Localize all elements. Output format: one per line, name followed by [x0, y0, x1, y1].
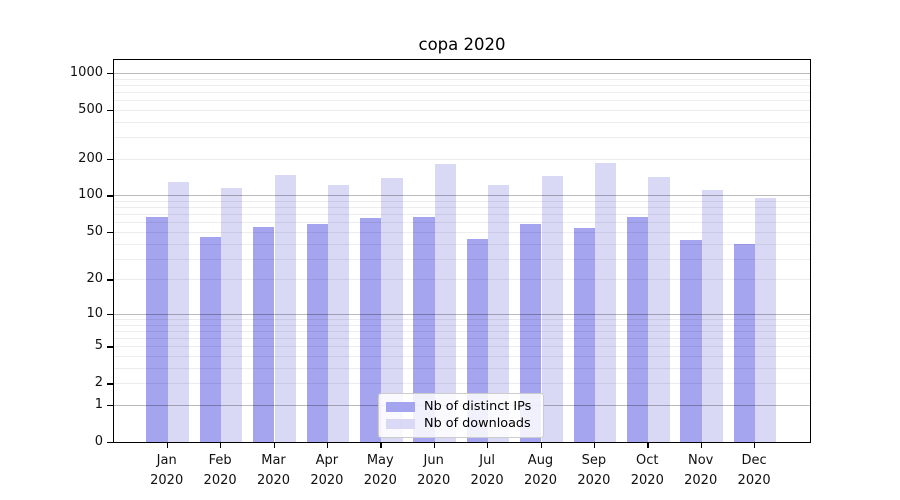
x-axis-tick-label: Apr 2020	[310, 453, 344, 488]
bar-jul-distinct-ips	[466, 238, 489, 442]
y-axis-tick-mark	[107, 313, 113, 316]
x-axis-tick-mark	[433, 443, 435, 448]
legend: Nb of distinct IPs Nb of downloads	[378, 393, 544, 438]
x-axis-tick-mark	[326, 443, 329, 448]
y-axis-tick-mark	[107, 279, 113, 281]
x-axis-tick-mark	[754, 443, 756, 448]
gridline-major	[114, 72, 810, 74]
legend-swatch-downloads	[386, 418, 415, 429]
y-axis-tick-mark	[107, 346, 113, 348]
bar-may-downloads	[381, 177, 403, 442]
bar-apr-distinct-ips	[306, 224, 328, 442]
x-axis-tick-mark	[700, 443, 702, 448]
x-axis-tick-mark	[647, 443, 649, 448]
bar-oct-downloads	[648, 176, 670, 442]
bar-jan-distinct-ips	[146, 217, 168, 442]
bar-jun-distinct-ips	[413, 216, 435, 442]
y-axis-tick-label: 1	[94, 396, 103, 412]
bar-aug-distinct-ips	[520, 224, 542, 442]
y-axis-tick-label: 20	[86, 271, 103, 287]
x-axis-tick-mark	[166, 443, 168, 448]
gridline-minor	[114, 100, 810, 102]
x-axis-tick-label: Nov 2020	[684, 453, 718, 488]
y-axis-tick-label: 200	[78, 150, 103, 166]
bar-sep-downloads	[594, 162, 617, 442]
x-axis-tick-mark	[487, 443, 489, 448]
legend-label-downloads: Nb of downloads	[424, 416, 531, 431]
x-axis-tick-label: Jan 2020	[150, 453, 184, 488]
y-axis-tick-label: 0	[94, 434, 103, 449]
legend-label-distinct-ips: Nb of distinct IPs	[424, 399, 532, 414]
bar-dec-distinct-ips	[733, 243, 756, 442]
x-axis-tick-label: Sep 2020	[577, 453, 611, 488]
bar-nov-distinct-ips	[680, 239, 702, 442]
legend-row: Nb of downloads	[386, 417, 535, 430]
x-axis-tick-label: Feb 2020	[203, 453, 237, 488]
y-axis-tick-mark	[107, 195, 113, 197]
gridline-minor	[114, 158, 810, 160]
y-axis-tick-mark	[107, 158, 113, 160]
bar-feb-distinct-ips	[199, 237, 222, 442]
gridline-minor	[114, 84, 810, 86]
y-axis-tick-mark	[107, 404, 113, 407]
gridline-minor	[114, 121, 810, 123]
x-axis-tick-label: Dec 2020	[737, 453, 771, 488]
y-axis-tick-label: 500	[78, 101, 103, 117]
legend-swatch-distinct-ips	[386, 401, 415, 412]
bar-mar-downloads	[274, 175, 296, 442]
x-axis-tick-label: Mar 2020	[256, 453, 291, 488]
x-axis-tick-label: Jul 2020	[470, 453, 504, 488]
y-axis-tick-label: 5	[94, 338, 103, 354]
y-axis-tick-mark	[107, 383, 113, 385]
x-axis-tick-label: Jun 2020	[417, 453, 451, 488]
y-axis-tick-label: 2	[94, 375, 103, 391]
gridline-minor	[114, 137, 810, 139]
y-axis-tick-mark	[107, 442, 113, 444]
x-axis-tick-mark	[380, 443, 382, 448]
y-axis-tick-mark	[107, 109, 113, 112]
bar-sep-distinct-ips	[573, 227, 595, 442]
x-axis-tick-mark	[220, 443, 222, 448]
bar-jun-downloads	[434, 164, 456, 442]
x-axis-tick-mark	[593, 443, 596, 448]
chart-title: copa 2020	[418, 35, 506, 54]
y-axis-tick-label: 100	[78, 187, 103, 203]
bar-aug-downloads	[541, 176, 563, 442]
bar-jan-downloads	[167, 181, 189, 442]
x-axis-tick-mark	[273, 443, 275, 448]
gridline-minor	[114, 109, 810, 111]
bar-dec-downloads	[755, 197, 777, 442]
y-axis-tick-label: 1000	[69, 64, 103, 80]
x-axis-tick-label: Aug 2020	[523, 453, 558, 488]
y-axis-tick-label: 50	[86, 223, 103, 239]
x-axis-tick-label: Oct 2020	[630, 453, 664, 488]
bar-nov-downloads	[701, 190, 723, 442]
plot-area	[113, 59, 811, 443]
bar-apr-downloads	[327, 185, 350, 442]
bar-may-distinct-ips	[360, 218, 382, 442]
gridline-minor	[114, 91, 810, 93]
y-axis-tick-mark	[107, 72, 113, 75]
x-axis-tick-mark	[540, 443, 542, 448]
y-axis-tick-mark	[107, 231, 113, 234]
x-axis-tick-label: May 2020	[363, 453, 397, 488]
y-axis-tick-label: 10	[86, 305, 103, 321]
bar-mar-distinct-ips	[253, 226, 275, 442]
gridline-minor	[114, 78, 810, 80]
bar-oct-distinct-ips	[627, 217, 649, 442]
legend-row: Nb of distinct IPs	[386, 400, 535, 413]
bar-jul-downloads	[488, 185, 510, 442]
bar-feb-downloads	[221, 188, 243, 442]
